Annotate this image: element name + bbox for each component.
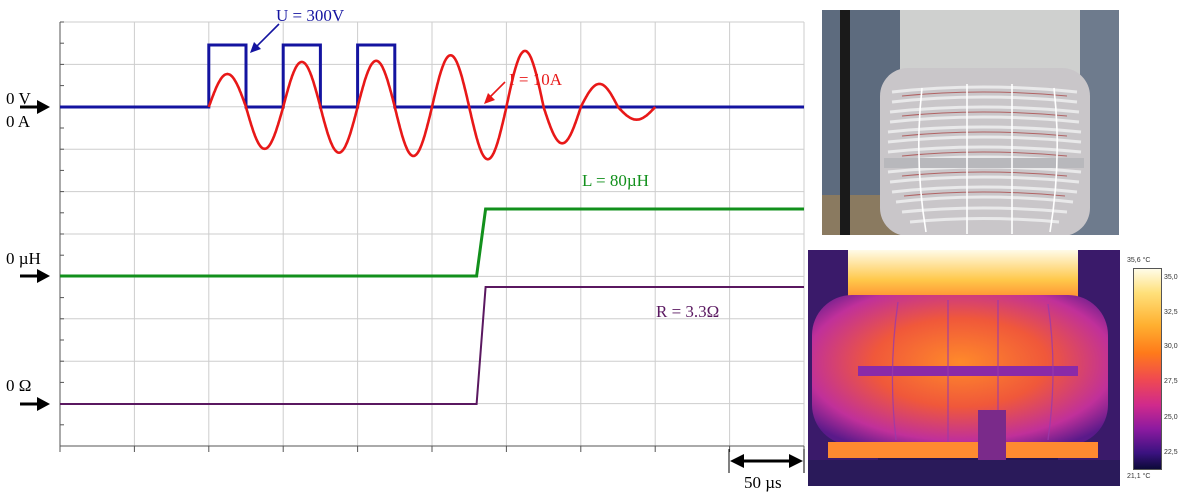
thermal-min-label: 21,1 °C: [1127, 473, 1151, 480]
chart-grid: [59, 21, 805, 452]
thermal-tick: 25,0: [1164, 414, 1178, 421]
voltage-annotation: U = 300V: [276, 6, 345, 25]
chart-traces: [60, 43, 804, 405]
voltage-trace: [60, 43, 804, 109]
zero-resistance-label: 0 Ω: [6, 376, 31, 395]
resistance-trace: [60, 286, 804, 405]
time-scale-label: 50 µs: [744, 473, 782, 492]
thermal-color-scale: [1133, 268, 1162, 470]
inductance-trace: [60, 207, 804, 278]
thermal-max-label: 35,6 °C: [1127, 257, 1151, 264]
thermal-tick: 27,5: [1164, 378, 1178, 385]
inductance-annotation: L = 80µH: [582, 171, 649, 190]
thermal-tick: 22,5: [1164, 449, 1178, 456]
current-trace: [207, 49, 657, 161]
thermal-tick: 35,0: [1164, 274, 1178, 281]
coil-photo: [822, 10, 1119, 235]
thermal-tick: 32,5: [1164, 309, 1178, 316]
zero-inductance-arrow: [20, 269, 50, 283]
time-scale-marker: [728, 449, 805, 473]
thermal-tick: 30,0: [1164, 343, 1178, 350]
current-arrowhead: [484, 93, 495, 104]
thermal-image: [808, 250, 1120, 486]
zero-voltage-label: 0 V: [6, 89, 31, 108]
zero-current-label: 0 A: [6, 112, 31, 131]
resistance-annotation: R = 3.3Ω: [656, 302, 719, 321]
zero-inductance-label: 0 µH: [6, 249, 41, 268]
current-annotation: I = 10A: [509, 70, 563, 89]
voltage-arrowhead: [250, 42, 261, 53]
zero-voltage-arrow: [20, 100, 50, 114]
zero-resistance-arrow: [20, 397, 50, 411]
